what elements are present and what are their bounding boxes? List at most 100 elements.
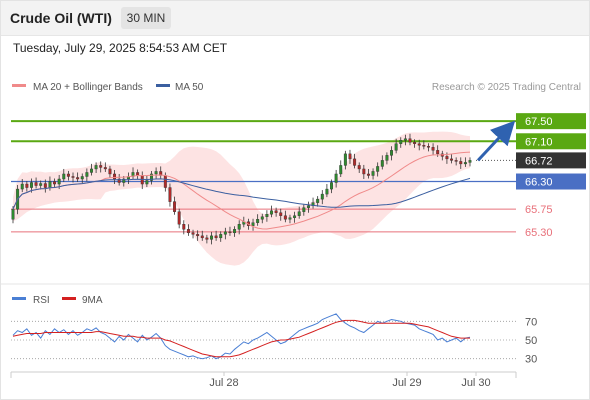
candle	[34, 177, 38, 189]
candle-body	[297, 211, 301, 216]
candle	[71, 172, 75, 183]
support-level-label: 65.75	[525, 204, 553, 216]
rsi-legend-label: RSI	[33, 295, 50, 306]
candle-body	[219, 234, 223, 239]
candle-body	[29, 182, 33, 188]
candle	[394, 138, 398, 154]
candle	[306, 201, 310, 213]
candle-body	[43, 183, 47, 188]
candle-body	[163, 175, 167, 188]
candle	[334, 169, 338, 188]
ma20-legend-label: MA 20 + Bollinger Bands	[33, 82, 143, 93]
candle-body	[186, 229, 190, 234]
candle-body	[306, 205, 310, 208]
candle-body	[408, 138, 412, 143]
candle-body	[260, 216, 264, 220]
candle-body	[339, 165, 343, 175]
forecast-arrow	[476, 120, 516, 162]
candle-body	[57, 178, 61, 185]
candle-body	[145, 180, 149, 185]
candle	[371, 168, 375, 180]
candle-body	[293, 215, 297, 218]
candle	[265, 210, 269, 222]
candle-body	[48, 181, 52, 188]
candle-body	[325, 188, 329, 195]
candle-body	[173, 201, 177, 212]
instrument-title: Crude Oil (WTI)	[10, 10, 112, 26]
candle	[168, 183, 172, 207]
candle-body	[256, 219, 260, 223]
candle-body	[422, 145, 426, 147]
candle-body	[463, 162, 467, 165]
candle	[20, 179, 24, 193]
candle-body	[210, 235, 213, 240]
candle	[256, 214, 260, 226]
candle	[25, 181, 29, 192]
candle	[219, 231, 223, 242]
ma50-legend-label: MA 50	[175, 82, 204, 93]
candle	[43, 179, 47, 193]
candle	[85, 168, 89, 182]
candle	[150, 170, 153, 185]
resistance-price-tag	[516, 133, 586, 150]
candle-body	[117, 178, 121, 183]
candle-body	[20, 183, 24, 190]
candle	[380, 155, 384, 170]
candle	[270, 205, 273, 218]
candle	[422, 140, 426, 150]
candle-body	[251, 222, 255, 226]
pivot-price-tag	[516, 173, 586, 190]
candle-body	[94, 165, 98, 170]
candle	[228, 226, 232, 236]
candle-body	[191, 232, 195, 235]
timeframe-button[interactable]: 30 MIN	[121, 7, 171, 29]
candle	[260, 213, 264, 224]
last_price-price-tag	[516, 152, 586, 169]
candle	[288, 214, 292, 224]
candle-body	[334, 173, 338, 183]
ma20-legend-swatch	[12, 84, 26, 87]
candle-body	[71, 176, 75, 178]
rsi-tick-label: 30	[525, 354, 537, 366]
candle-body	[371, 171, 375, 176]
candle	[53, 178, 57, 189]
candle	[99, 161, 103, 173]
candle-body	[417, 143, 421, 146]
candle	[145, 175, 149, 188]
candle-body	[265, 214, 269, 217]
candle-body	[122, 178, 126, 183]
candle-body	[288, 217, 292, 220]
candle	[108, 165, 112, 178]
source-credit: Research © 2025 Trading Central	[432, 82, 581, 93]
candle	[223, 227, 227, 240]
candle-body	[76, 177, 80, 180]
candle-body	[320, 193, 324, 200]
candle	[339, 160, 343, 177]
candle-body	[270, 210, 273, 215]
rsi-ma-legend-label: 9MA	[82, 295, 103, 306]
candle	[196, 230, 200, 241]
candle	[459, 157, 463, 169]
candle-body	[385, 155, 389, 161]
candle	[366, 168, 370, 179]
candle-body	[399, 140, 403, 144]
candle-body	[34, 182, 38, 186]
candle-body	[357, 165, 361, 170]
candle-body	[450, 158, 454, 161]
candle-body	[316, 198, 320, 203]
header-bar	[1, 1, 589, 36]
candle	[283, 210, 287, 223]
candle-body	[426, 146, 430, 148]
candle	[76, 172, 80, 183]
candle	[177, 208, 181, 229]
candle-body	[80, 176, 84, 180]
candle-body	[154, 171, 158, 175]
candle	[154, 167, 158, 179]
timestamp: Tuesday, July 29, 2025 8:54:53 AM CET	[13, 41, 228, 55]
candle-body	[25, 183, 29, 188]
candle-body	[182, 224, 186, 230]
candle	[62, 168, 66, 183]
resistance-price-tag	[516, 113, 586, 130]
candle-body	[459, 161, 463, 165]
candle-body	[362, 168, 366, 175]
